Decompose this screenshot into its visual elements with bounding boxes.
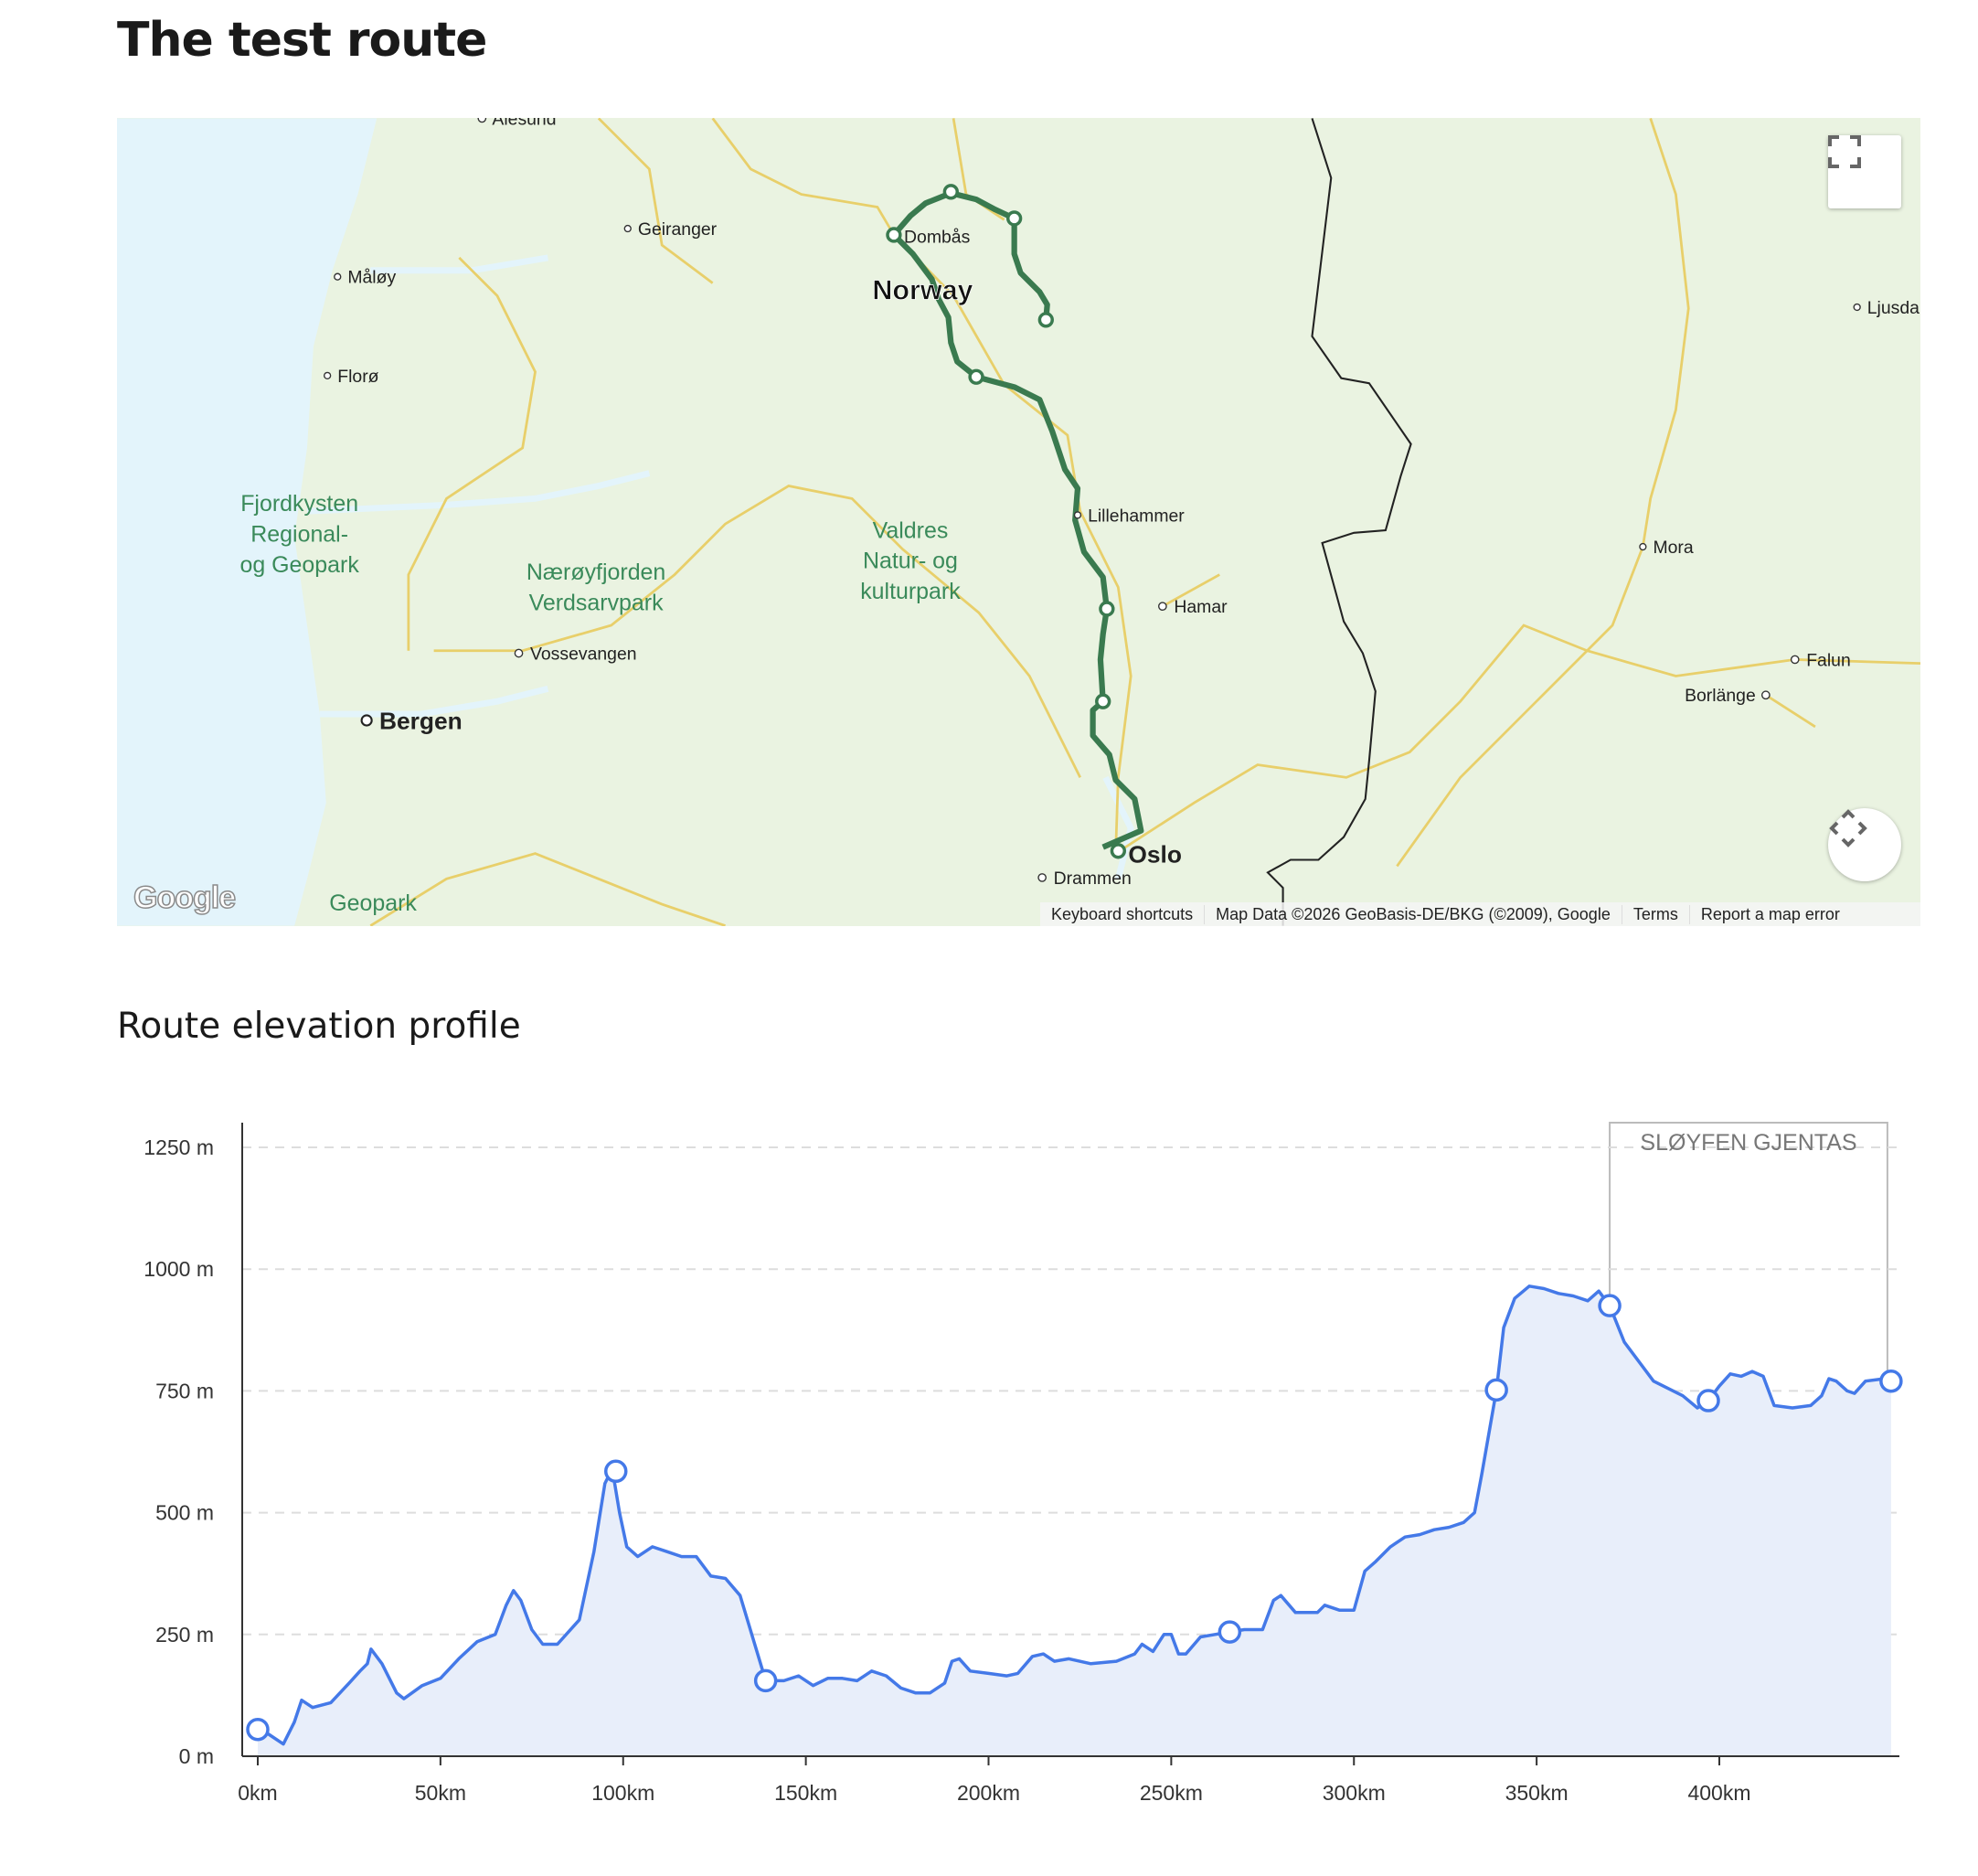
y-tick-label: 1250 m	[144, 1135, 214, 1159]
x-tick-label: 0km	[238, 1781, 277, 1805]
map-canvas[interactable]: Ålesund Geiranger Måløy Florø Dombås Lju…	[117, 118, 1920, 926]
svg-text:Geopark: Geopark	[329, 890, 417, 916]
x-tick-label: 400km	[1687, 1781, 1750, 1805]
svg-text:Natur- og: Natur- og	[863, 549, 958, 574]
y-tick-label: 1000 m	[144, 1257, 214, 1281]
fullscreen-button[interactable]	[1828, 135, 1901, 208]
move-arrows-icon	[1829, 809, 1867, 847]
svg-text:Regional-: Regional-	[250, 521, 348, 547]
x-tick-label: 100km	[591, 1781, 654, 1805]
svg-text:Ljusdal: Ljusdal	[1867, 298, 1920, 318]
x-tick-label: 300km	[1323, 1781, 1386, 1805]
svg-text:Geiranger: Geiranger	[638, 219, 718, 240]
country-label: Norway	[872, 275, 973, 306]
park-labels: Fjordkysten Regional- og Geopark Nærøyfj…	[239, 491, 961, 916]
city-floro: Florø	[324, 367, 379, 387]
city-mora: Mora	[1639, 538, 1694, 558]
terms-link[interactable]: Terms	[1622, 904, 1690, 924]
waypoint-marker	[246, 1717, 270, 1742]
x-tick-label: 50km	[415, 1781, 466, 1805]
waypoint-marker	[1598, 1294, 1622, 1317]
city-hamar: Hamar	[1158, 597, 1228, 617]
city-alesund: Ålesund	[477, 118, 557, 129]
y-tick-label: 750 m	[155, 1379, 214, 1402]
svg-text:og Geopark: og Geopark	[239, 552, 359, 578]
city-oslo: Oslo	[1128, 840, 1182, 868]
route-line	[890, 190, 1144, 850]
x-tick-label: 150km	[774, 1781, 837, 1805]
svg-text:Hamar: Hamar	[1174, 597, 1228, 617]
svg-text:Drammen: Drammen	[1054, 869, 1132, 889]
svg-text:Måløy: Måløy	[347, 268, 396, 288]
svg-text:Vossevangen: Vossevangen	[530, 644, 637, 664]
page-title: The test route	[117, 13, 487, 68]
city-lillehammer: Lillehammer	[1073, 506, 1185, 526]
route-waypoints	[886, 184, 1127, 859]
waypoint-marker	[1879, 1369, 1903, 1393]
city-vossevangen: Vossevangen	[514, 644, 637, 664]
x-tick-label: 250km	[1140, 1781, 1203, 1805]
city-ljusdal: Ljusdal	[1853, 298, 1920, 318]
city-borlange: Borlänge	[1685, 686, 1771, 706]
city-maloy: Måløy	[334, 268, 396, 288]
google-logo: Google	[133, 879, 237, 916]
svg-text:Nærøyfjorden: Nærøyfjorden	[526, 560, 665, 585]
svg-text:Falun: Falun	[1806, 650, 1851, 670]
keyboard-shortcuts-link[interactable]: Keyboard shortcuts	[1040, 904, 1206, 924]
fjords	[306, 254, 1134, 880]
map-data-text: Map Data ©2026 GeoBasis-DE/BKG (©2009), …	[1205, 904, 1622, 924]
city-labels: Ålesund Geiranger Måløy Florø Dombås Lju…	[324, 118, 1920, 889]
country-border	[1266, 118, 1412, 926]
waypoint-marker	[604, 1459, 628, 1484]
city-dombas: Dombås	[904, 227, 970, 247]
city-geiranger: Geiranger	[623, 219, 718, 240]
svg-text:Florø: Florø	[337, 367, 378, 387]
svg-text:Borlänge: Borlänge	[1685, 686, 1756, 706]
svg-text:Bergen: Bergen	[379, 708, 463, 735]
city-drammen: Drammen	[1037, 869, 1132, 889]
svg-text:Mora: Mora	[1653, 538, 1693, 558]
elevation-line	[257, 1284, 1892, 1746]
svg-text:Ålesund: Ålesund	[492, 118, 556, 129]
elevation-title: Route elevation profile	[117, 1006, 521, 1047]
svg-text:Lillehammer: Lillehammer	[1088, 506, 1185, 526]
svg-text:kulturpark: kulturpark	[860, 579, 961, 604]
waypoint-marker	[1696, 1389, 1720, 1412]
x-tick-label: 200km	[957, 1781, 1020, 1805]
annotation-label: SLØYFEN GJENTAS	[1640, 1130, 1856, 1156]
report-error-link[interactable]: Report a map error	[1700, 904, 1840, 923]
camera-control-button[interactable]	[1828, 808, 1901, 881]
x-tick-label: 350km	[1505, 1781, 1569, 1805]
elevation-chart[interactable]: 0 m 250 m 500 m 750 m 1000 m 1250 m SLØYFEN GJ…	[0, 1079, 1978, 1847]
svg-text:Valdres: Valdres	[873, 517, 949, 543]
waypoint-marker	[1218, 1620, 1242, 1644]
waypoint-marker	[1484, 1378, 1508, 1402]
waypoint-marker	[753, 1668, 778, 1693]
map-attribution-bar: Keyboard shortcuts Map Data ©2026 GeoBas…	[1040, 902, 1920, 926]
svg-text:Verdsarvpark: Verdsarvpark	[529, 590, 664, 615]
city-bergen: Bergen	[360, 708, 463, 735]
svg-text:Fjordkysten: Fjordkysten	[240, 491, 358, 517]
route-map[interactable]: Ålesund Geiranger Måløy Florø Dombås Lju…	[117, 118, 1920, 926]
elevation-area	[258, 1285, 1891, 1756]
sea	[117, 118, 378, 926]
city-falun: Falun	[1790, 650, 1851, 670]
y-tick-label: 500 m	[155, 1501, 214, 1525]
y-tick-label: 0 m	[179, 1744, 214, 1768]
fullscreen-icon	[1828, 135, 1861, 168]
y-tick-label: 250 m	[155, 1623, 214, 1647]
